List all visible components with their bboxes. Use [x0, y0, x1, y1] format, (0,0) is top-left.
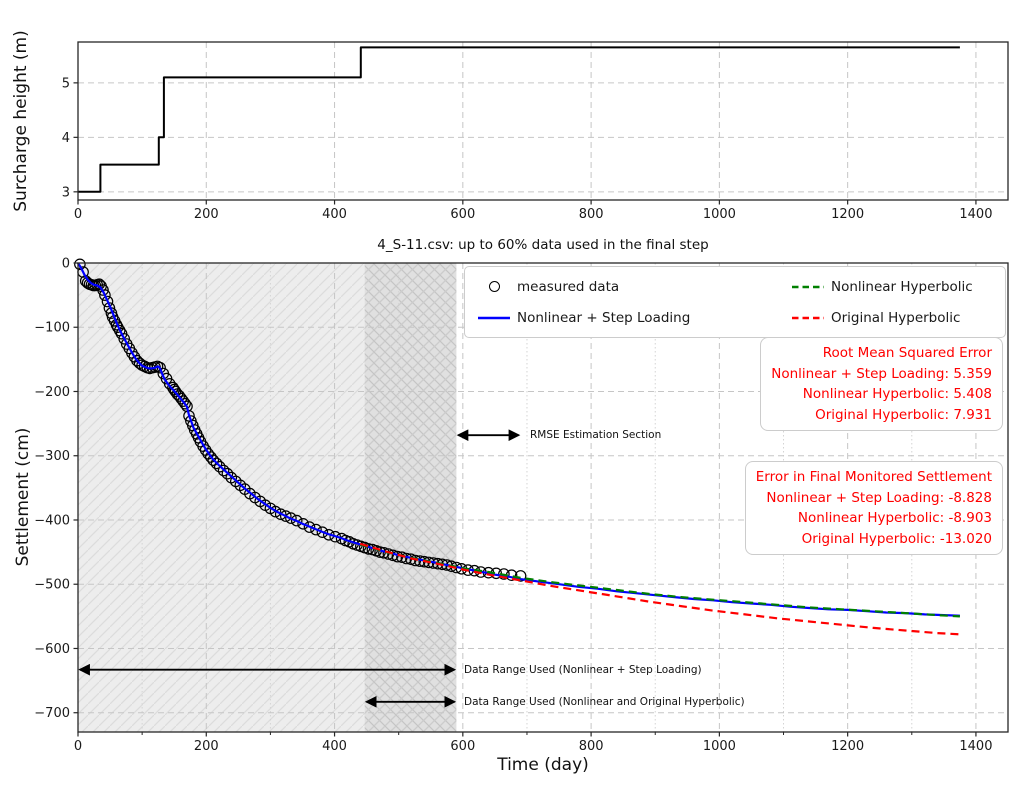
measured-point	[316, 526, 329, 538]
y-tick-label: −200	[34, 385, 70, 400]
x-tick-label: 400	[322, 739, 347, 754]
measured-point	[274, 508, 287, 520]
error-step-loading-value: Nonlinear + Step Loading: -8.828	[766, 489, 992, 506]
measured-point	[207, 454, 220, 466]
measured-point	[310, 523, 322, 536]
series-surcharge-height	[78, 46, 960, 193]
measured-data-marker-icon	[488, 281, 500, 292]
x-tick-label: 600	[450, 207, 475, 222]
measured-point	[210, 457, 223, 470]
legend: measured data Nonlinear Hyperbolic Nonli…	[464, 266, 1006, 338]
surcharge-y-axis-label: Surcharge height (m)	[11, 30, 31, 212]
x-tick-label: 800	[579, 739, 604, 754]
measured-point	[118, 332, 130, 345]
measured-point	[290, 514, 303, 527]
rmse-original-hyperbolic-value: Original Hyperbolic: 7.931	[815, 406, 992, 423]
x-tick-label: 400	[322, 207, 347, 222]
axes-frame	[77, 262, 1009, 733]
legend-label-original-hyperbolic: Original Hyperbolic	[831, 309, 961, 326]
x-tick-label: 1400	[959, 739, 992, 754]
y-tick-label: −600	[34, 642, 70, 657]
measured-point	[279, 510, 292, 522]
measured-point	[303, 521, 316, 533]
surcharge-plot: 0 200 400 600 800 1000 1200 1400 3 4 5	[62, 41, 1009, 222]
x-tick-label: 1200	[831, 207, 864, 222]
data-range-step-loading-label: Data Range Used (Nonlinear + Step Loadin…	[464, 664, 702, 676]
y-tick-label: 5	[62, 76, 70, 91]
x-tick-label: 1000	[703, 739, 736, 754]
measured-point	[285, 512, 297, 524]
nonlinear-hyperbolic-line-icon	[791, 283, 825, 291]
measured-point	[221, 467, 234, 480]
shaded-region-1	[364, 263, 457, 732]
measured-point	[179, 397, 191, 410]
x-tick-label: 200	[194, 207, 219, 222]
legend-label-nonlinear-hyperbolic: Nonlinear Hyperbolic	[831, 278, 973, 295]
x-tick-label: 1200	[831, 739, 864, 754]
rmse-step-loading-value: Nonlinear + Step Loading: 5.359	[771, 365, 992, 382]
legend-label-step-loading: Nonlinear + Step Loading	[517, 309, 691, 326]
x-tick-label: 600	[450, 739, 475, 754]
rmse-section-arrow-label: RMSE Estimation Section	[530, 429, 662, 441]
settlement-y-axis-label: Settlement (cm)	[13, 427, 33, 567]
measured-point	[217, 464, 230, 477]
y-tick-label: 4	[62, 131, 70, 146]
y-tick-label: −700	[34, 706, 70, 721]
measured-point	[99, 289, 111, 301]
y-tick-label: −300	[34, 449, 70, 464]
y-tick-label: −400	[34, 513, 70, 528]
y-tick-label: −100	[34, 321, 70, 336]
chart-title: 4_S-11.csv: up to 60% data used in the f…	[377, 237, 709, 253]
x-tick-label: 800	[579, 207, 604, 222]
measured-point	[297, 517, 309, 530]
settlement-plot: 0 200 400 600 800 1000 1200 1400 0 −100 −200 −300 −4…	[34, 257, 1009, 754]
measured-point	[205, 451, 217, 463]
x-tick-label: 1400	[959, 207, 992, 222]
legend-label-measured-data: measured data	[517, 278, 620, 295]
y-tick-label: −500	[34, 578, 70, 593]
y-tick-label: 0	[62, 257, 70, 272]
error-nonlinear-hyperbolic-value: Nonlinear Hyperbolic: -8.903	[797, 510, 992, 527]
rmse-annotation-box: Root Mean Squared Error Nonlinear + Step…	[760, 337, 1003, 432]
final-error-annotation-box: Error in Final Monitored Settlement Nonl…	[744, 461, 1003, 556]
series-nonlinear-hyperbolic	[359, 543, 960, 618]
measured-point	[213, 460, 226, 473]
error-box-title: Error in Final Monitored Settlement	[755, 469, 992, 485]
x-tick-label: 1000	[703, 207, 736, 222]
data-range-hyperbolic-label: Data Range Used (Nonlinear and Original …	[464, 696, 745, 708]
time-x-axis-label: Time (day)	[497, 755, 589, 775]
measured-point	[163, 377, 176, 390]
measured-point	[74, 258, 86, 271]
measured-point	[498, 568, 510, 580]
x-tick-label: 0	[74, 207, 82, 222]
measured-point	[101, 295, 114, 308]
step-loading-line-icon	[477, 314, 511, 322]
measured-point	[269, 505, 282, 518]
error-original-hyperbolic-value: Original Hyperbolic: -13.020	[801, 530, 992, 547]
measured-point	[97, 284, 109, 296]
axes-frame	[77, 41, 1009, 201]
x-tick-label: 200	[194, 739, 219, 754]
rmse-box-title: Root Mean Squared Error	[822, 345, 992, 361]
x-tick-label: 0	[74, 739, 82, 754]
y-tick-label: 3	[62, 185, 70, 200]
rmse-nonlinear-hyperbolic-value: Nonlinear Hyperbolic: 5.408	[802, 386, 992, 403]
series-original-hyperbolic	[359, 542, 960, 636]
series-nonlinear-step-loading	[77, 262, 960, 617]
original-hyperbolic-line-icon	[791, 314, 825, 322]
